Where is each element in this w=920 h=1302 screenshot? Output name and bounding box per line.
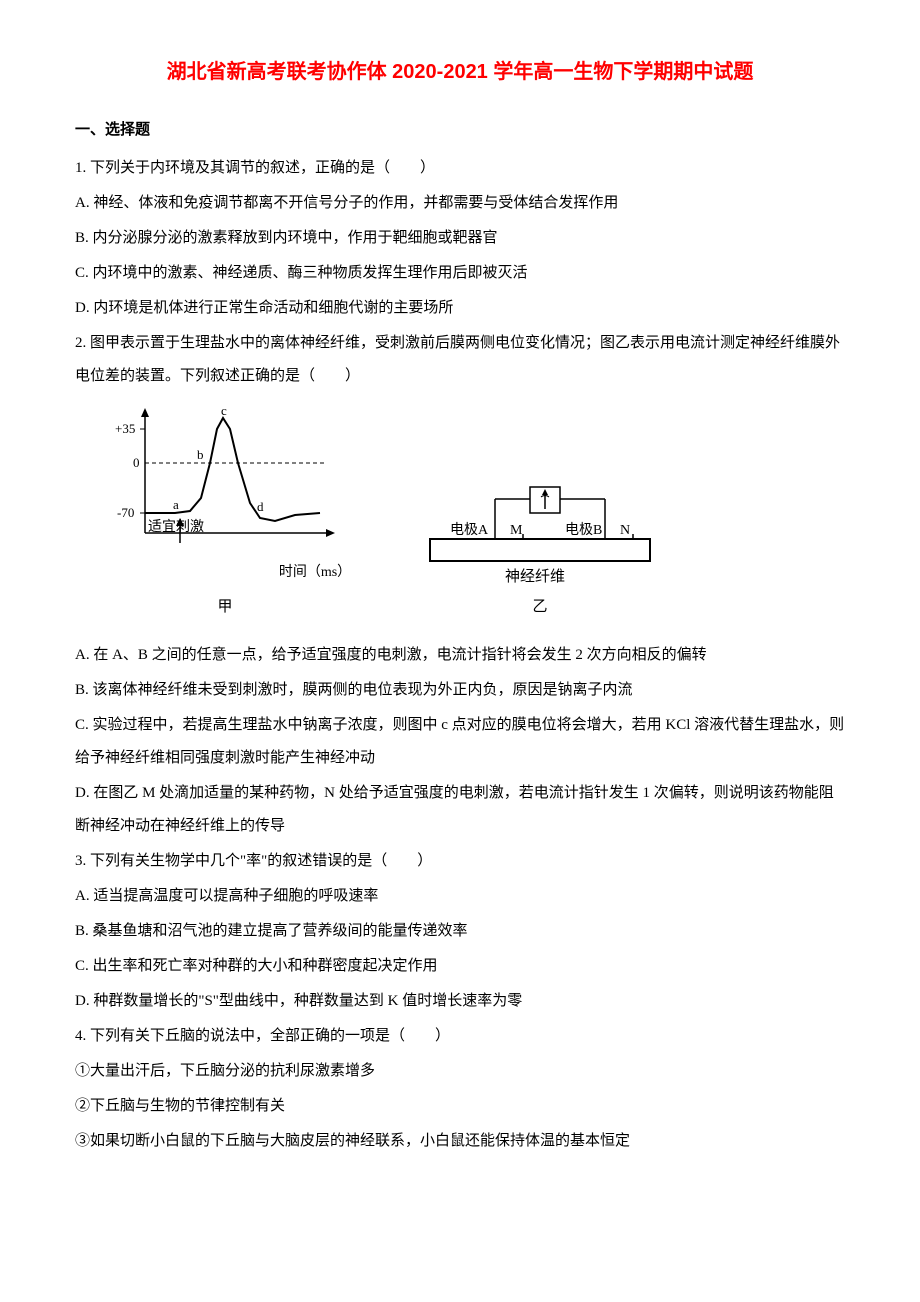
q3-option-a: A. 适当提高温度可以提高种子细胞的呼吸速率 bbox=[75, 880, 845, 913]
figure-jia-xlabel: 时间（ms） bbox=[279, 558, 351, 589]
section-heading: 一、选择题 bbox=[75, 114, 845, 147]
q4-stem: 4. 下列有关下丘脑的说法中，全部正确的一项是（ ） bbox=[75, 1020, 845, 1053]
q2-stem: 2. 图甲表示置于生理盐水中的离体神经纤维，受刺激前后膜两侧电位变化情况；图乙表… bbox=[75, 327, 845, 393]
point-a: a bbox=[173, 497, 179, 512]
q3-option-c: C. 出生率和死亡率对种群的大小和种群密度起决定作用 bbox=[75, 950, 845, 983]
q4-line3: ③如果切断小白鼠的下丘脑与大脑皮层的神经联系，小白鼠还能保持体温的基本恒定 bbox=[75, 1125, 845, 1158]
figure-yi-svg: 电极A M 电极B N 神经纤维 bbox=[415, 479, 665, 589]
q3-option-d: D. 种群数量增长的"S"型曲线中，种群数量达到 K 值时增长速率为零 bbox=[75, 985, 845, 1018]
page-title: 湖北省新高考联考协作体 2020-2021 学年高一生物下学期期中试题 bbox=[75, 50, 845, 94]
ytick-35: +35 bbox=[115, 421, 135, 436]
ytick-70: -70 bbox=[117, 505, 134, 520]
figure-jia-svg: +35 0 -70 a b c d 适宜刺激 bbox=[95, 403, 355, 558]
ytick-0: 0 bbox=[133, 455, 140, 470]
figure-yi: 电极A M 电极B N 神经纤维 乙 bbox=[415, 479, 665, 624]
q1-option-b: B. 内分泌腺分泌的激素释放到内环境中，作用于靶细胞或靶器官 bbox=[75, 222, 845, 255]
q4-line1: ①大量出汗后，下丘脑分泌的抗利尿激素增多 bbox=[75, 1055, 845, 1088]
electrode-a-label: 电极A bbox=[450, 522, 489, 538]
figure-yi-label: 乙 bbox=[532, 591, 547, 624]
stimulus-label: 适宜刺激 bbox=[148, 518, 204, 535]
q1-option-c: C. 内环境中的激素、神经递质、酶三种物质发挥生理作用后即被灭活 bbox=[75, 257, 845, 290]
q2-option-b: B. 该离体神经纤维未受到刺激时，膜两侧的电位表现为外正内负，原因是钠离子内流 bbox=[75, 674, 845, 707]
q4-line2: ②下丘脑与生物的节律控制有关 bbox=[75, 1090, 845, 1123]
q3-option-b: B. 桑基鱼塘和沼气池的建立提高了营养级间的能量传递效率 bbox=[75, 915, 845, 948]
point-m-label: M bbox=[510, 523, 523, 538]
figures-container: +35 0 -70 a b c d 适宜刺激 时间（ms） 甲 bbox=[95, 403, 845, 624]
q1-option-a: A. 神经、体液和免疫调节都离不开信号分子的作用，并都需要与受体结合发挥作用 bbox=[75, 187, 845, 220]
figure-jia-label: 甲 bbox=[217, 591, 232, 624]
point-n-label: N bbox=[620, 523, 630, 538]
figure-jia: +35 0 -70 a b c d 适宜刺激 时间（ms） 甲 bbox=[95, 403, 355, 624]
q2-option-c: C. 实验过程中，若提高生理盐水中钠离子浓度，则图中 c 点对应的膜电位将会增大… bbox=[75, 709, 845, 775]
nerve-label: 神经纤维 bbox=[505, 568, 565, 585]
q3-stem: 3. 下列有关生物学中几个"率"的叙述错误的是（ ） bbox=[75, 845, 845, 878]
q2-option-d: D. 在图乙 M 处滴加适量的某种药物，N 处给予适宜强度的电刺激，若电流计指针… bbox=[75, 777, 845, 843]
point-b: b bbox=[197, 447, 204, 462]
point-c: c bbox=[221, 403, 227, 418]
electrode-b-label: 电极B bbox=[565, 522, 602, 538]
q1-stem: 1. 下列关于内环境及其调节的叙述，正确的是（ ） bbox=[75, 152, 845, 185]
q1-option-d: D. 内环境是机体进行正常生命活动和细胞代谢的主要场所 bbox=[75, 292, 845, 325]
q2-option-a: A. 在 A、B 之间的任意一点，给予适宜强度的电刺激，电流计指针将会发生 2 … bbox=[75, 639, 845, 672]
point-d: d bbox=[257, 499, 264, 514]
